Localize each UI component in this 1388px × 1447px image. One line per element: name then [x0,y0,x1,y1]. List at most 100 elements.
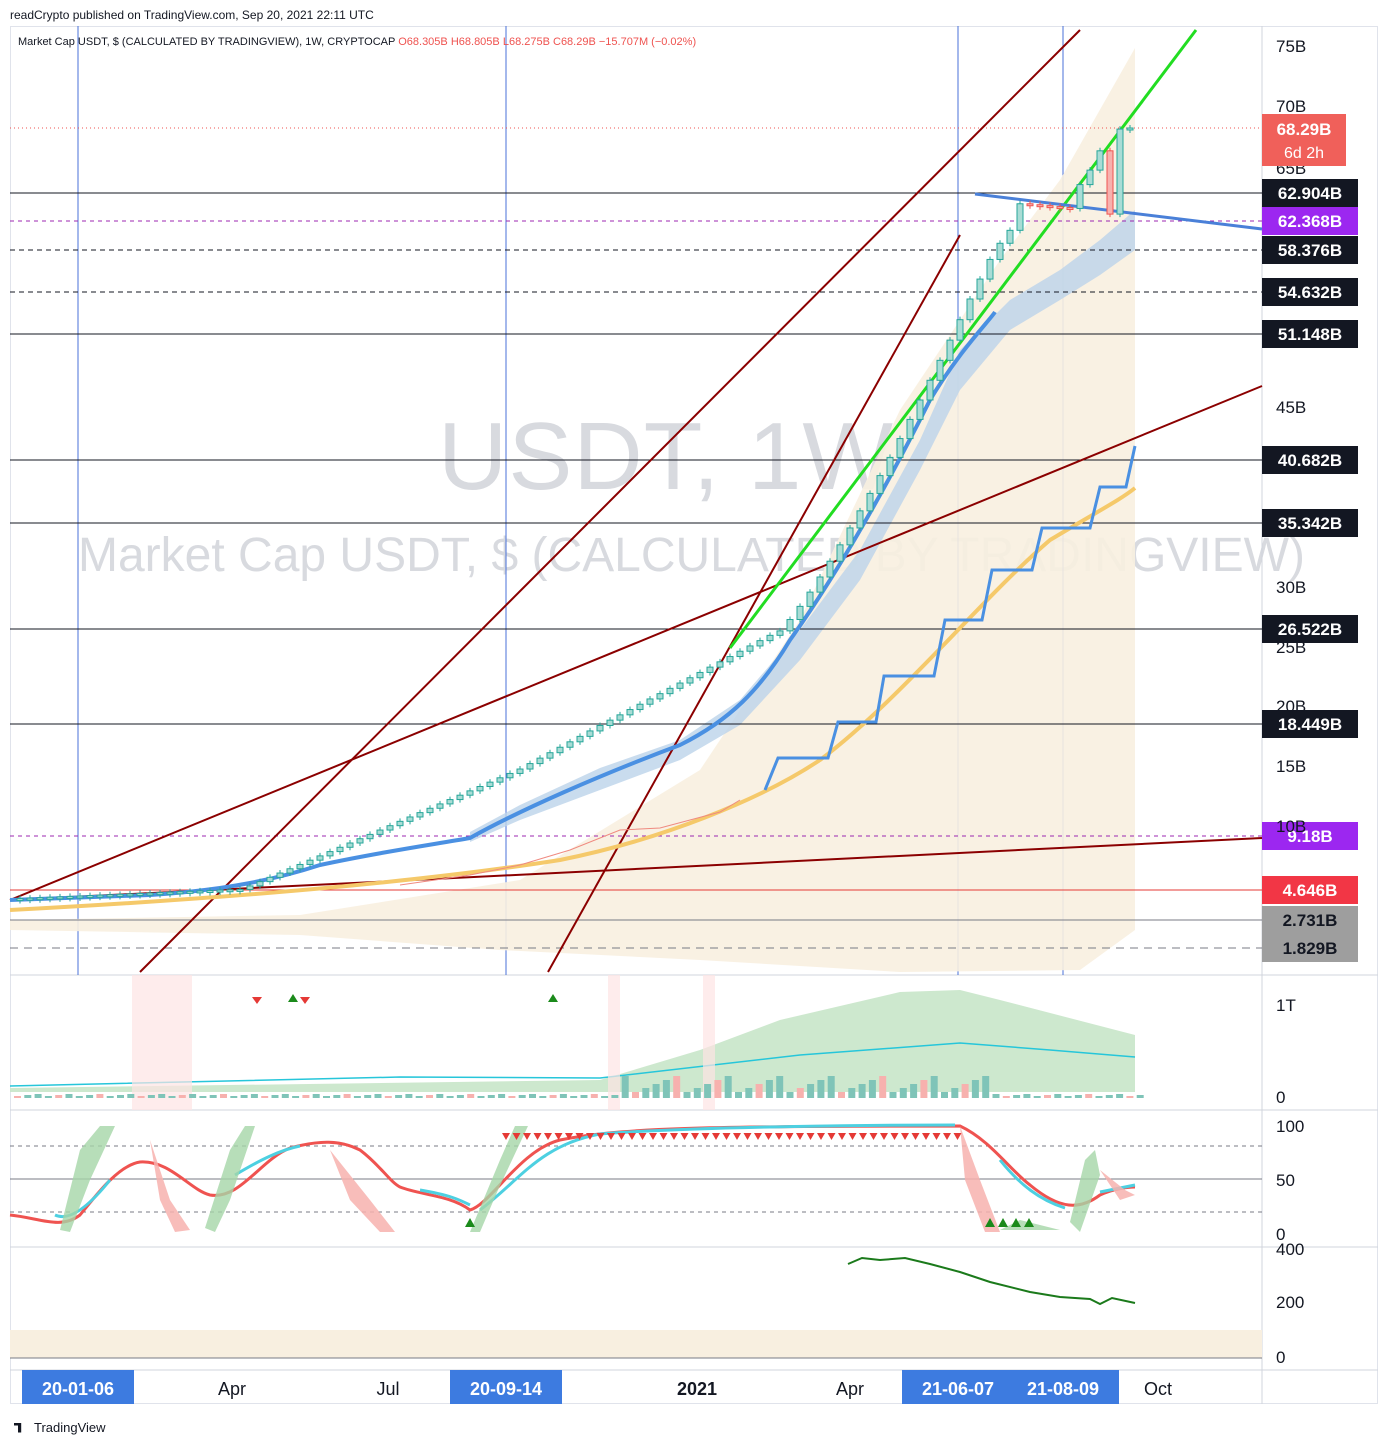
level-label: 58.376B [1278,241,1342,260]
sell-signal-icon [300,997,310,1004]
candle-body [176,891,184,895]
time-label-highlight [902,1370,1014,1404]
osc-sell-marker [575,1133,584,1140]
candle-body [386,825,394,831]
level-label: 51.148B [1278,325,1342,344]
volume-bar [189,1094,197,1098]
candle-body [1016,203,1024,231]
level-label: 1.829B [1283,939,1338,958]
volume-bar [1074,1095,1082,1098]
tradingview-footer[interactable]: TradingView [14,1420,106,1435]
osc-sell-marker [838,1133,846,1140]
legend-symbol: Market Cap USDT, $ (CALCULATED BY TRADIN… [18,36,396,48]
volume-bar [230,1096,238,1098]
level-label-bg [1262,934,1358,962]
volume-bar [374,1094,382,1098]
volume-bar [539,1096,547,1098]
candle-body [986,258,994,280]
osc-sell-marker [754,1133,762,1140]
volume-bar [75,1096,83,1098]
osc-sell-marker [785,1133,794,1140]
osc-sell-marker [659,1133,668,1140]
osc-buy-marker [998,1218,1008,1227]
candle-body [896,438,904,458]
volume-bar [1126,1096,1134,1098]
candle-body [136,892,144,896]
volume-bar [941,1092,948,1098]
candle-body [306,859,314,865]
osc-sell-marker [691,1133,699,1140]
volume-bar [261,1096,269,1098]
candle-body [906,418,914,440]
level-label-bg [1262,320,1358,348]
candle-body [666,687,674,695]
candle-body [626,709,634,716]
volume-bar [982,1076,990,1098]
volume-bar [498,1094,506,1098]
time-label-highlight [22,1370,134,1404]
candle-body [236,888,244,892]
candle-body [936,359,944,381]
time-tick-label: 20-09-14 [470,1379,542,1399]
candle-body [66,895,74,899]
level-label-bg [1262,876,1358,904]
volume-bar [24,1095,32,1098]
candle-body [146,892,154,896]
ema-band [470,210,1135,842]
candle-body [316,855,324,861]
candle-body [1036,204,1044,208]
time-tick-label: 21-08-09 [1027,1379,1099,1399]
tradingview-logo-icon [14,1422,22,1433]
candle-body [966,298,974,321]
volume-bar [1033,1096,1041,1098]
volume-bar [848,1088,856,1098]
legend-change: −15.707M (−0.02%) [598,36,697,48]
indicator-tick-label: 200 [1276,1293,1304,1312]
volume-bar [683,1092,691,1098]
volume-bar [281,1094,289,1098]
candle-body [836,544,844,562]
volume-bar [652,1084,660,1098]
candle-body [556,746,564,754]
candle-body [166,891,174,895]
volume-bar [570,1096,578,1098]
osc-tick-label: 50 [1276,1171,1295,1190]
volume-bar [86,1095,94,1098]
osc-sell-marker [533,1133,542,1140]
legend-low: L68.275B [502,36,550,48]
level-label-bg [1262,179,1358,207]
indicator-line [847,1256,1136,1306]
candle-body [106,894,114,898]
volume-bar [14,1096,21,1098]
volume-bar [271,1095,279,1098]
candle-body [206,890,214,894]
candle-body [786,619,794,632]
osc-sell-marker [712,1133,720,1140]
candle-body [726,656,734,663]
candle-body [1106,150,1114,215]
volume-highlight-zone [608,975,620,1110]
candle-body [336,846,344,853]
osc-sell-marker [859,1133,867,1140]
candle-body [616,714,624,721]
level-label: 9.18B [1287,827,1332,846]
indicator-band [10,1330,1262,1358]
candle-body [516,768,524,774]
candle-body [976,278,984,300]
candle-body [796,605,804,621]
volume-bar [858,1084,866,1098]
candle-body [926,379,934,401]
candle-body [536,757,544,765]
volume-bar [312,1094,320,1098]
volume-bar [426,1095,433,1098]
trend-line [9,385,1263,901]
candle-body [16,898,24,902]
price-tick-label: 10B [1276,817,1306,836]
price-tick-label: 70B [1276,97,1306,116]
volume-bar [323,1096,330,1098]
level-label-bg [1262,906,1358,934]
osc-sell-marker [953,1133,962,1140]
volume-tick-label: 0 [1276,1088,1285,1107]
volume-bar [590,1094,598,1098]
